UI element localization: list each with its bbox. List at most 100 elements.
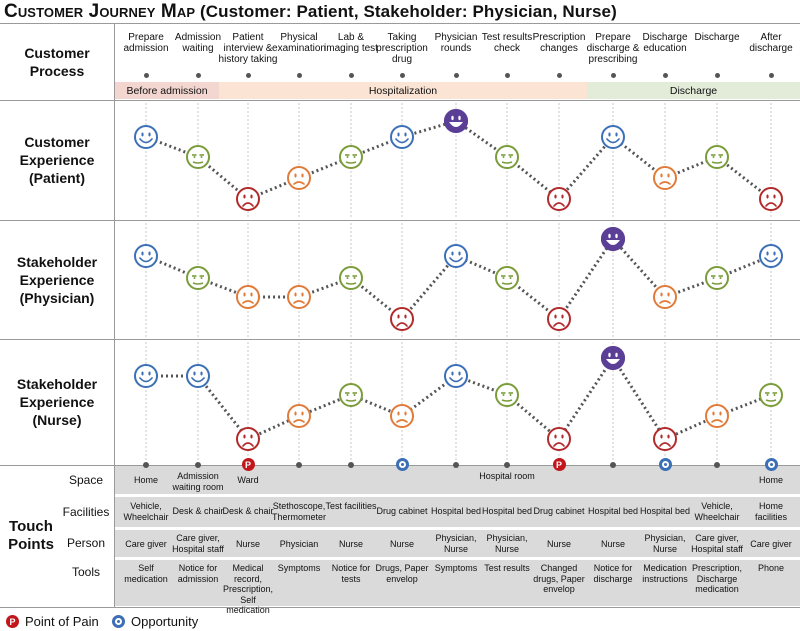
- process-step: After discharge: [749, 32, 793, 54]
- sad-face-icon: [390, 307, 414, 331]
- process-step-dot: [453, 73, 459, 78]
- process-step: Taking prescription drug: [376, 32, 428, 65]
- facilities-cell: Stethoscope, Thermometer: [271, 501, 326, 522]
- facilities-cell: Test facilities: [325, 501, 377, 511]
- slight-face-icon: [653, 166, 677, 190]
- neutral-face-icon: [339, 266, 363, 290]
- process-step: Admission waiting: [174, 32, 222, 54]
- tp-label-person: Person: [66, 536, 106, 550]
- facilities-row-bg: [115, 497, 800, 527]
- process-step: Prepare admission: [123, 32, 169, 54]
- process-step-dot: [143, 73, 149, 78]
- neutral-face-icon: [495, 145, 519, 169]
- legend-pain: P Point of Pain: [6, 614, 99, 629]
- neutral-face-icon: [759, 383, 783, 407]
- pain-point-icon: P: [552, 458, 566, 471]
- person-cell: Nurse: [338, 539, 363, 549]
- facilities-cell: Desk & chair: [222, 506, 274, 516]
- tools-cell: Self medication: [124, 563, 168, 584]
- delighted-face-icon: [444, 109, 468, 133]
- person-cell: Care giver, Hospital staff: [172, 533, 224, 554]
- process-step: Physical examination: [272, 32, 326, 54]
- person-cell: Care giver, Hospital staff: [691, 533, 743, 554]
- sad-face-icon: [547, 427, 571, 451]
- happy-face-icon: [134, 364, 158, 388]
- space-dot: [714, 462, 720, 468]
- space-dot: [348, 462, 354, 468]
- person-cell: Physician: [279, 539, 319, 549]
- person-cell: Nurse: [389, 539, 414, 549]
- person-cell: Care giver: [750, 539, 792, 549]
- facilities-cell: Hospital bed: [430, 506, 482, 516]
- delighted-face-icon: [601, 227, 625, 251]
- process-step: Prepare discharge & prescribing: [586, 32, 640, 65]
- sad-face-icon: [547, 307, 571, 331]
- process-step-dot: [768, 73, 774, 78]
- process-step: Prescription changes: [532, 32, 586, 54]
- legend-opportunity: Opportunity: [112, 614, 198, 629]
- slight-face-icon: [287, 166, 311, 190]
- space-cell: Home: [133, 475, 158, 485]
- slight-face-icon: [236, 285, 260, 309]
- tools-cell: Phone: [757, 563, 785, 573]
- neutral-face-icon: [339, 383, 363, 407]
- space-cell: Hospital room: [479, 471, 535, 481]
- process-step: Lab & imaging test: [324, 32, 378, 54]
- divider: [0, 23, 800, 24]
- pain-point-icon: P: [6, 615, 19, 628]
- facilities-cell: Drug cabinet: [533, 506, 585, 516]
- phase-discharge: Discharge: [587, 82, 800, 99]
- person-row-bg: [115, 530, 800, 557]
- facilities-cell: Hospital bed: [481, 506, 533, 516]
- row-label-nurse: Stakeholder Experience (Nurse): [16, 376, 98, 428]
- space-dot: [195, 462, 201, 468]
- process-step-dot: [504, 73, 510, 78]
- pain-point-icon: P: [241, 458, 255, 471]
- phase-before-admission: Before admission: [115, 82, 219, 99]
- tp-label-tools: Tools: [71, 565, 100, 579]
- happy-face-icon: [601, 125, 625, 149]
- sad-face-icon: [236, 187, 260, 211]
- tools-cell: Symptoms: [434, 563, 478, 573]
- row-label-process: Customer Process: [24, 45, 90, 79]
- process-step: Discharge education: [642, 32, 688, 54]
- space-dot: [504, 462, 510, 468]
- happy-face-icon: [444, 364, 468, 388]
- slight-face-icon: [390, 404, 414, 428]
- facilities-cell: Desk & chair: [172, 506, 224, 516]
- happy-face-icon: [444, 244, 468, 268]
- neutral-face-icon: [495, 383, 519, 407]
- space-dot: [296, 462, 302, 468]
- sad-face-icon: [236, 427, 260, 451]
- process-step-dot: [348, 73, 354, 78]
- process-step-dot: [556, 73, 562, 78]
- phase-hospitalization: Hospitalization: [219, 82, 587, 99]
- process-step: Discharge: [694, 32, 740, 43]
- tools-cell: Prescription, Discharge medication: [691, 563, 743, 594]
- facilities-cell: Hospital bed: [587, 506, 639, 516]
- slight-face-icon: [287, 404, 311, 428]
- space-row-bg: [115, 466, 800, 494]
- process-step-dot: [662, 73, 668, 78]
- person-cell: Nurse: [546, 539, 571, 549]
- neutral-face-icon: [186, 266, 210, 290]
- happy-face-icon: [134, 244, 158, 268]
- opportunity-icon: [764, 458, 778, 471]
- neutral-face-icon: [339, 145, 363, 169]
- label-column-divider: [114, 23, 115, 607]
- title-prefix: Customer Journey Map: [4, 1, 196, 22]
- person-cell: Physician, Nurse: [435, 533, 477, 554]
- space-dot: [610, 462, 616, 468]
- sad-face-icon: [547, 187, 571, 211]
- legend-pain-label: Point of Pain: [25, 614, 99, 629]
- process-step-dot: [195, 73, 201, 78]
- space-cell: Ward: [237, 475, 259, 485]
- tools-row-bg: [115, 560, 800, 606]
- person-cell: Care giver: [125, 539, 167, 549]
- process-step: Test results check: [481, 32, 533, 54]
- tp-label-facilities: Facilities: [62, 505, 110, 519]
- divider: [0, 220, 800, 221]
- person-cell: Physician, Nurse: [486, 533, 528, 554]
- facilities-cell: Drug cabinet: [376, 506, 428, 516]
